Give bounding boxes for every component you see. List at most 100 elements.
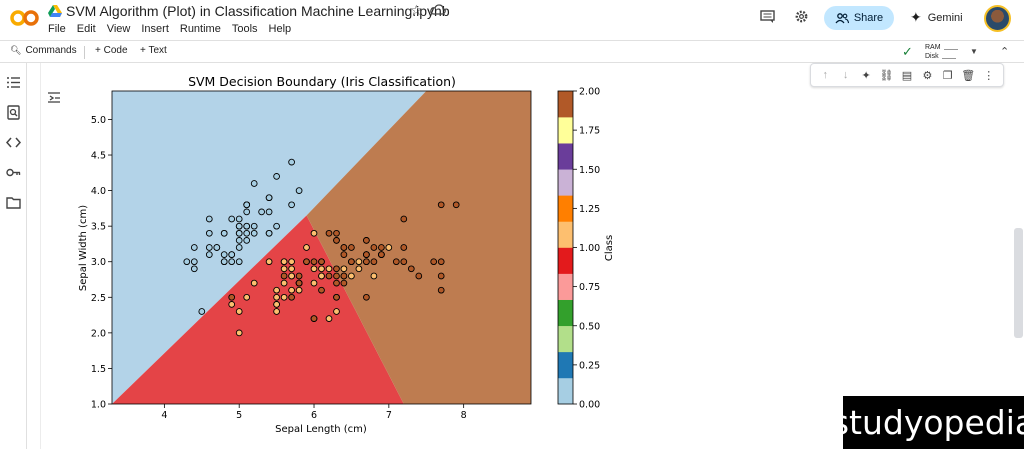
secrets-key-icon[interactable] (6, 165, 21, 180)
settings-gear-icon[interactable] (794, 9, 809, 24)
data-point-class-2 (310, 315, 318, 322)
data-point-class-2 (415, 272, 423, 280)
add-comment-icon[interactable]: ▤ (901, 69, 913, 82)
data-point-class-2 (333, 272, 340, 280)
data-point-class-1 (280, 265, 288, 273)
menu-file[interactable]: File (48, 23, 66, 35)
data-point-class-1 (288, 258, 295, 266)
runtime-dropdown-icon[interactable]: ▼ (970, 47, 978, 56)
cell-toolbar: ↑ ↓ ✦ ⛓ ▤ ⚙ ❐ 🗑︎ ⋮ (810, 63, 1004, 87)
comment-icon[interactable] (760, 10, 775, 23)
commands-label: Commands (25, 45, 77, 56)
cloud-saved-icon[interactable] (430, 4, 446, 16)
star-icon[interactable]: ☆ (410, 2, 423, 18)
data-point-class-2 (437, 286, 445, 294)
cell-settings-icon[interactable]: ⚙ (922, 69, 933, 82)
data-point-class-1 (273, 301, 280, 308)
drive-icon[interactable] (48, 5, 62, 17)
data-point-class-2 (333, 237, 340, 244)
colab-logo-icon[interactable] (10, 9, 40, 27)
gemini-button[interactable]: ✦ Gemini (910, 9, 963, 26)
colorbar-segment (558, 91, 573, 118)
y-axis-ticks: 1.0 1.5 2.0 2.5 3.0 3.5 4.0 4.5 5.0 (91, 115, 112, 411)
move-up-icon[interactable]: ↑ (822, 69, 828, 81)
data-point-class-0 (250, 229, 258, 237)
table-of-contents-icon[interactable] (6, 75, 21, 90)
data-point-class-0 (190, 258, 198, 266)
ram-disk-indicator[interactable]: RAM Disk (925, 43, 958, 61)
data-point-class-0 (243, 229, 251, 237)
code-cell-output (40, 63, 1024, 449)
user-avatar[interactable] (984, 5, 1011, 32)
data-point-class-0 (198, 308, 206, 315)
data-point-class-0 (205, 251, 213, 258)
data-point-class-0 (250, 180, 258, 187)
data-point-class-2 (400, 244, 408, 251)
data-point-class-2 (400, 215, 408, 223)
data-point-class-2 (363, 293, 370, 301)
data-point-class-1 (325, 315, 333, 322)
data-point-class-2 (363, 258, 370, 266)
find-replace-icon[interactable] (6, 105, 21, 120)
data-point-class-2 (348, 244, 355, 251)
data-point-class-1 (370, 272, 378, 280)
data-point-class-0 (205, 215, 213, 223)
add-text-button[interactable]: + Text (140, 45, 167, 56)
more-options-icon[interactable]: ⋮ (983, 69, 995, 82)
data-point-class-2 (363, 251, 370, 258)
data-point-class-2 (303, 258, 310, 266)
data-point-class-2 (318, 258, 325, 266)
notebook-title[interactable]: SVM Algorithm (Plot) in Classification M… (66, 3, 450, 19)
data-point-class-1 (303, 244, 310, 251)
menu-tools[interactable]: Tools (231, 23, 258, 35)
menu-help[interactable]: Help (268, 23, 292, 35)
commands-button[interactable]: 🔍︎ Commands (10, 45, 77, 56)
data-point-class-1 (310, 279, 318, 287)
data-point-class-1 (355, 258, 363, 266)
data-point-class-2 (430, 258, 438, 266)
data-point-class-2 (333, 265, 340, 273)
data-point-class-1 (288, 265, 295, 273)
data-point-class-0 (288, 158, 295, 166)
data-point-class-2 (407, 265, 415, 273)
code-snippets-icon[interactable] (6, 135, 21, 150)
x-tick-label: 4 (161, 410, 167, 421)
scatter-points (183, 158, 460, 337)
add-code-button[interactable]: + Code (95, 45, 128, 56)
decision-regions (112, 91, 531, 404)
menu-edit[interactable]: Edit (76, 23, 96, 35)
vertical-scrollbar[interactable] (1014, 228, 1023, 338)
menu-insert[interactable]: Insert (141, 23, 169, 35)
files-folder-icon[interactable] (6, 195, 21, 210)
x-tick-label: 7 (386, 410, 392, 421)
gemini-sparkle-icon[interactable]: ✦ (861, 69, 871, 82)
colorbar-tick-label: 1.75 (579, 126, 600, 137)
share-button[interactable]: Share (824, 6, 894, 30)
delete-cell-icon[interactable]: 🗑︎ (961, 69, 976, 82)
data-point-class-1 (243, 293, 251, 301)
x-tick-label: 6 (311, 410, 317, 421)
data-point-class-2 (452, 201, 460, 209)
notebook-toolbar: 🔍︎ Commands + Code + Text ✓ RAM Disk ▼ ⌃ (0, 40, 1024, 63)
colorbar: 0.00 0.25 0.50 0.75 1.00 1.25 1.50 1.75 2.00 (557, 87, 600, 411)
collapse-header-icon[interactable]: ⌃ (1000, 46, 1010, 58)
data-point-class-2 (437, 258, 445, 266)
move-down-icon[interactable]: ↓ (842, 69, 849, 81)
colorbar-tick-label: 0.50 (579, 321, 600, 332)
data-point-class-2 (310, 258, 318, 266)
x-tick-label: 5 (236, 410, 242, 421)
output-settings-icon[interactable] (47, 91, 61, 103)
data-point-class-2 (325, 272, 333, 280)
link-icon[interactable]: ⛓ (879, 69, 894, 82)
x-axis-label: Sepal Length (cm) (275, 424, 367, 435)
colorbar-label: Class (604, 235, 615, 261)
colorbar-tick-label: 2.00 (579, 87, 600, 98)
data-point-class-2 (348, 258, 355, 266)
menu-view[interactable]: View (106, 23, 131, 35)
data-point-class-1 (325, 265, 333, 273)
menu-runtime[interactable]: Runtime (179, 23, 221, 35)
data-point-class-1 (348, 272, 355, 280)
mirror-cell-icon[interactable]: ❐ (942, 69, 953, 82)
left-sidebar (0, 63, 27, 449)
data-point-class-2 (392, 258, 400, 266)
